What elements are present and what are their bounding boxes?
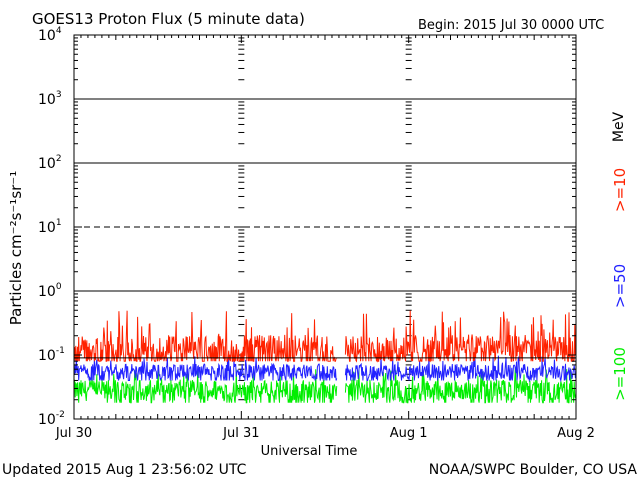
y-tick-exponent: 2 [56,154,62,164]
source-credit: NOAA/SWPC Boulder, CO USA [429,462,638,478]
series-line [344,310,577,363]
x-tick-label: Jul 30 [55,426,92,441]
y-tick-base: 10 [38,412,56,428]
y-tick-base: 10 [38,28,56,44]
x-tick-labels: Jul 30 Jul 31 Aug 1 Aug 2 [55,426,595,441]
y-tick-exponent: 1 [56,218,62,228]
y-tick-label: 103 [38,90,62,108]
y-tick-exponent: 0 [56,282,62,292]
y-tick-exponent: -2 [56,410,65,420]
y-tick-base: 10 [38,348,56,364]
series-layer [73,310,577,404]
x-tick-label: Aug 2 [557,426,595,441]
legend-label: >=10 [611,168,629,212]
series-line [344,367,577,404]
x-axis-label: Universal Time [261,444,358,459]
chart-title: GOES13 Proton Flux (5 minute data) [32,10,305,28]
y-tick-base: 10 [38,284,56,300]
series-line [344,355,577,383]
begin-date-label: Begin: 2015 Jul 30 0000 UTC [418,18,604,33]
series-line [73,356,338,381]
y-tick-base: 10 [38,92,56,108]
updated-timestamp: Updated 2015 Aug 1 23:56:02 UTC [2,462,247,478]
y-tick-label: 10-1 [38,346,65,364]
legend-label: >=50 [611,264,629,308]
legend-label: >=100 [611,347,629,401]
y-axis-label: Particles cm⁻²s⁻¹sr⁻¹ [7,171,25,325]
y-tick-base: 10 [38,220,56,236]
y-tick-exponent: -1 [56,346,65,356]
series-line [73,367,338,404]
series-line [73,310,337,363]
y-tick-label: 102 [38,154,62,172]
y-tick-label: 101 [38,218,62,236]
y-tick-exponent: 3 [56,90,62,100]
x-tick-label: Jul 31 [222,426,259,441]
x-tick-label: Aug 1 [390,426,428,441]
axis-ticks [73,34,577,420]
legend-unit: MeV [611,111,627,142]
y-tick-exponent: 4 [56,26,62,36]
grid-lines [74,37,576,420]
legend: >=10 >=50 >=100 MeV [611,111,629,400]
y-tick-label: 100 [38,282,62,300]
y-tick-base: 10 [38,156,56,172]
y-tick-label: 10-2 [38,410,65,428]
y-tick-label: 104 [38,26,62,44]
